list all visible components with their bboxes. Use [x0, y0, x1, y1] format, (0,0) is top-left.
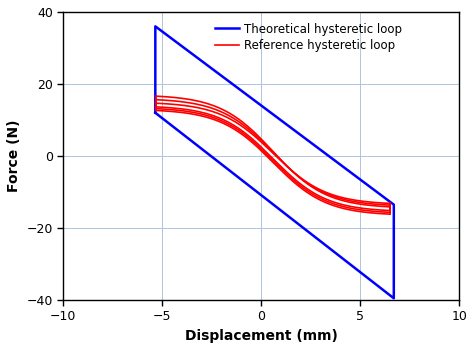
Legend: Theoretical hysteretic loop, Reference hysteretic loop: Theoretical hysteretic loop, Reference h…: [210, 18, 407, 57]
Y-axis label: Force (N): Force (N): [7, 120, 21, 192]
X-axis label: Displacement (mm): Displacement (mm): [185, 329, 337, 343]
